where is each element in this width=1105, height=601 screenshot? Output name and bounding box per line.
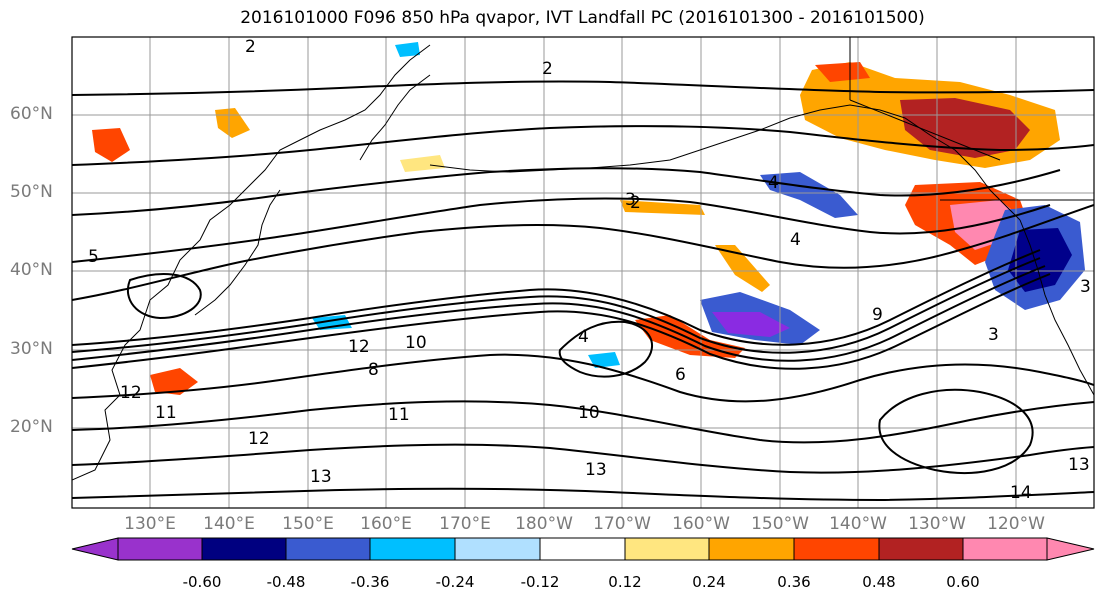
lon-label-160w: 160°W [672,514,730,534]
lon-label-130e: 130°E [124,514,176,534]
lat-label-30n: 30°N [10,339,53,359]
colorbar [71,537,1095,561]
lon-label-120w: 120°W [987,514,1045,534]
colorbar-tick-0-60: 0.60 [946,573,980,591]
colorbar-bin-9 [793,537,880,561]
colorbar-extend-high [1046,537,1095,561]
western-positive-1 [150,368,198,395]
map-frame [71,36,1095,509]
contour-label-3-a: 3 [625,190,636,210]
contour-label-14: 14 [1010,483,1032,503]
lon-label-140w: 140°W [829,514,887,534]
colorbar-tick-0-24: 0.24 [692,573,726,591]
colorbar-bin-4 [369,537,456,561]
colorbar-bin-10 [878,537,964,561]
contour-label-12-a: 12 [120,383,142,403]
graticule [72,37,1094,508]
colorbar-bin-5 [454,537,541,561]
colorbar-bin-1 [117,537,203,561]
contour-label-2-c: 2 [630,193,641,213]
map-panel: 2 2 2 3 3 3 4 4 4 5 6 8 9 10 10 11 11 12… [72,37,1094,508]
contour-label-13-a: 13 [310,467,332,487]
contour-label-6: 6 [675,365,686,385]
japan-coastline [194,189,281,316]
pnw-strong-negative [1008,228,1072,292]
lon-label-170w: 170°W [593,514,651,534]
contour-label-4-a: 4 [790,230,801,250]
colorbar-tick-0-36: 0.36 [777,573,811,591]
contour-label-8: 8 [368,360,379,380]
colorbar-bin-8 [708,537,795,561]
contour-label-12-b: 12 [248,429,270,449]
colorbar-bin-7 [624,537,710,561]
colorbar-bin-6 [539,537,626,561]
contour-label-2-a: 2 [245,37,256,57]
contour-label-5: 5 [88,247,99,267]
lat-label-20n: 20°N [10,417,53,437]
colorbar-tick-minus-0-24: -0.24 [435,573,475,591]
contour-label-10-b: 10 [578,403,600,423]
contour-label-4-c: 4 [768,173,779,193]
contour-label-13-b: 13 [585,460,607,480]
lon-label-140e: 140°E [203,514,255,534]
colorbar-tick-0-48: 0.48 [862,573,896,591]
lat-label-60n: 60°N [10,104,53,124]
colorbar-tick-minus-0-36: -0.36 [350,573,390,591]
contour-labels: 2 2 2 3 3 3 4 4 4 5 6 8 9 10 10 11 11 12… [88,37,1091,503]
north-america-west-coast [1019,219,1094,396]
lon-label-170e: 170°E [439,514,491,534]
lon-label-180w: 180°W [515,514,573,534]
contour-label-10-a: 10 [405,333,427,353]
contour-label-13-c: 13 [1068,455,1090,475]
lon-label-150w: 150°W [751,514,809,534]
contour-label-9: 9 [872,305,883,325]
colorbar-bin-11 [962,537,1048,561]
map-title: 2016101000 F096 850 hPa qvapor, IVT Land… [240,8,925,28]
coastal-positive-band [715,245,770,292]
colorbar-bin-3 [285,537,371,561]
colorbar-tick-minus-0-48: -0.48 [266,573,306,591]
contours [72,80,1094,502]
contour-label-3-c: 3 [1080,277,1091,297]
small-orange-1 [620,200,705,215]
contour-label-12-c: 12 [348,337,370,357]
western-positive-2 [92,128,130,162]
small-yellow-1 [400,155,445,172]
small-cyan-3 [588,352,620,368]
lon-label-150e: 150°E [282,514,334,534]
small-cyan-2 [395,42,420,57]
alaska-strong-positive [900,98,1030,158]
lon-label-160e: 160°E [360,514,412,534]
contour-label-4-b: 4 [578,327,589,347]
central-pacific-strong-negative [712,312,790,337]
contour-label-2-b: 2 [542,59,553,79]
colorbar-tick-minus-0-12: -0.12 [520,573,560,591]
colorbar-bin-2 [201,537,287,561]
lat-label-40n: 40°N [10,260,53,280]
colorbar-tick-0-12: 0.12 [608,573,642,591]
contour-label-3-b: 3 [988,325,999,345]
colorbar-extend-low [71,537,119,561]
colorbar-tick-minus-0-60: -0.60 [182,573,222,591]
contour-label-11-b: 11 [388,405,410,425]
lat-label-50n: 50°N [10,182,53,202]
lon-label-130w: 130°W [908,514,966,534]
small-orange-2 [815,62,870,82]
contour-label-11-a: 11 [155,403,177,423]
